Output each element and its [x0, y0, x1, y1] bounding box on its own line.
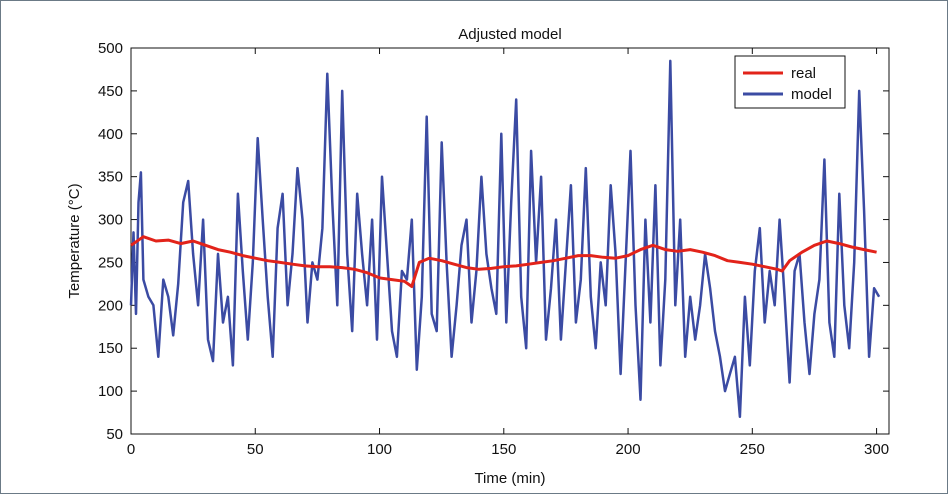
- y-tick-label: 200: [98, 297, 123, 314]
- series-layer: [129, 59, 881, 419]
- x-axis-title: Time (min): [474, 470, 545, 487]
- x-tick-label: 50: [247, 441, 264, 458]
- legend-label-model: model: [791, 86, 832, 103]
- x-axis: 0 50 100 150 200 250 300: [127, 48, 889, 458]
- y-tick-label: 150: [98, 340, 123, 357]
- legend-box: [734, 55, 846, 109]
- y-tick-label: 500: [98, 40, 123, 57]
- y-tick-label: 50: [106, 426, 123, 443]
- y-tick-label: 450: [98, 83, 123, 100]
- series-line-real: [130, 235, 877, 288]
- x-tick-label: 200: [616, 441, 641, 458]
- x-tick-label: 100: [367, 441, 392, 458]
- y-axis: 50 100 150 200 250 300 350 400 450 500: [98, 40, 889, 443]
- y-tick-label: 250: [98, 254, 123, 271]
- y-tick-label: 300: [98, 212, 123, 229]
- x-tick-label: 300: [864, 441, 889, 458]
- chart-title: Adjusted model: [458, 26, 561, 43]
- x-tick-label: 0: [127, 441, 135, 458]
- x-tick-label: 150: [491, 441, 516, 458]
- y-tick-label: 350: [98, 169, 123, 186]
- legend: real model: [734, 55, 846, 109]
- y-tick-label: 400: [98, 126, 123, 143]
- y-axis-title: Temperature (°C): [66, 183, 83, 298]
- y-tick-label: 100: [98, 383, 123, 400]
- x-tick-label: 250: [740, 441, 765, 458]
- series-line-model: [129, 59, 881, 419]
- legend-label-real: real: [791, 65, 816, 82]
